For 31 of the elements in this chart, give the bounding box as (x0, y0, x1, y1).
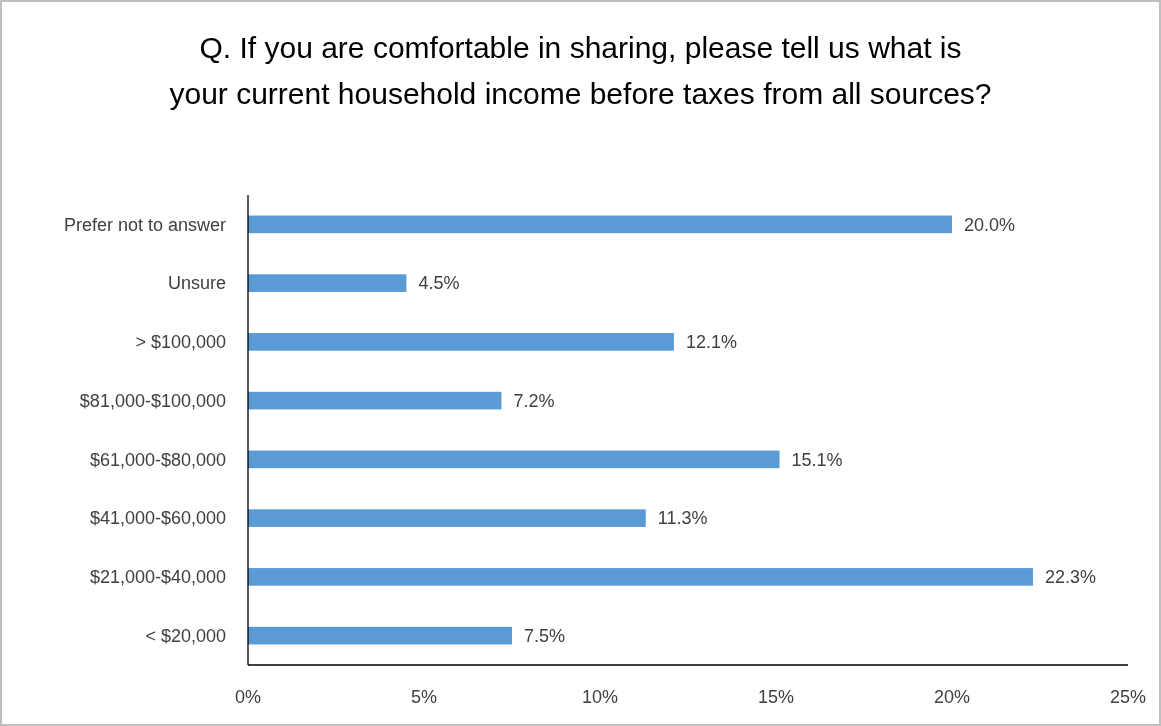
data-label: 12.1% (685, 332, 737, 353)
bar (248, 215, 952, 234)
x-tick-label: 5% (410, 687, 438, 707)
data-label: 11.3% (657, 508, 708, 529)
bar (248, 626, 512, 645)
data-label: 20.0% (964, 214, 1016, 235)
bar (248, 450, 780, 469)
data-label: 4.5% (418, 273, 460, 294)
bar (248, 509, 646, 527)
data-label: 15.1% (791, 449, 843, 470)
chart-title: Q. If you are comfortable in sharing, please tell us what is your current household income before taxes from all sources? (169, 31, 992, 110)
data-label: 22.3% (1044, 567, 1097, 588)
y-tick-label: $61,000-$80,000 (89, 449, 226, 470)
y-tick-label: > $100,000 (135, 332, 226, 353)
data-label: 7.5% (524, 625, 566, 646)
x-tick-label: 10% (581, 687, 619, 707)
bar (248, 391, 502, 410)
y-tick-label: Prefer not to answer (63, 214, 226, 235)
bar (248, 274, 407, 292)
y-tick-label: $21,000-$40,000 (89, 567, 226, 588)
data-label: 7.2% (513, 390, 555, 411)
y-tick-label: $81,000-$100,000 (79, 390, 226, 411)
bar (248, 568, 1033, 586)
x-tick-label: 25% (1109, 687, 1147, 707)
x-tick-label: 20% (933, 687, 971, 707)
x-tick-label: 15% (757, 687, 795, 707)
bar (248, 333, 674, 351)
y-tick-label: $41,000-$60,000 (89, 508, 226, 529)
y-tick-label: Unsure (167, 273, 226, 294)
y-tick-label: < $20,000 (145, 625, 226, 646)
x-tick-label: 0% (234, 687, 262, 707)
